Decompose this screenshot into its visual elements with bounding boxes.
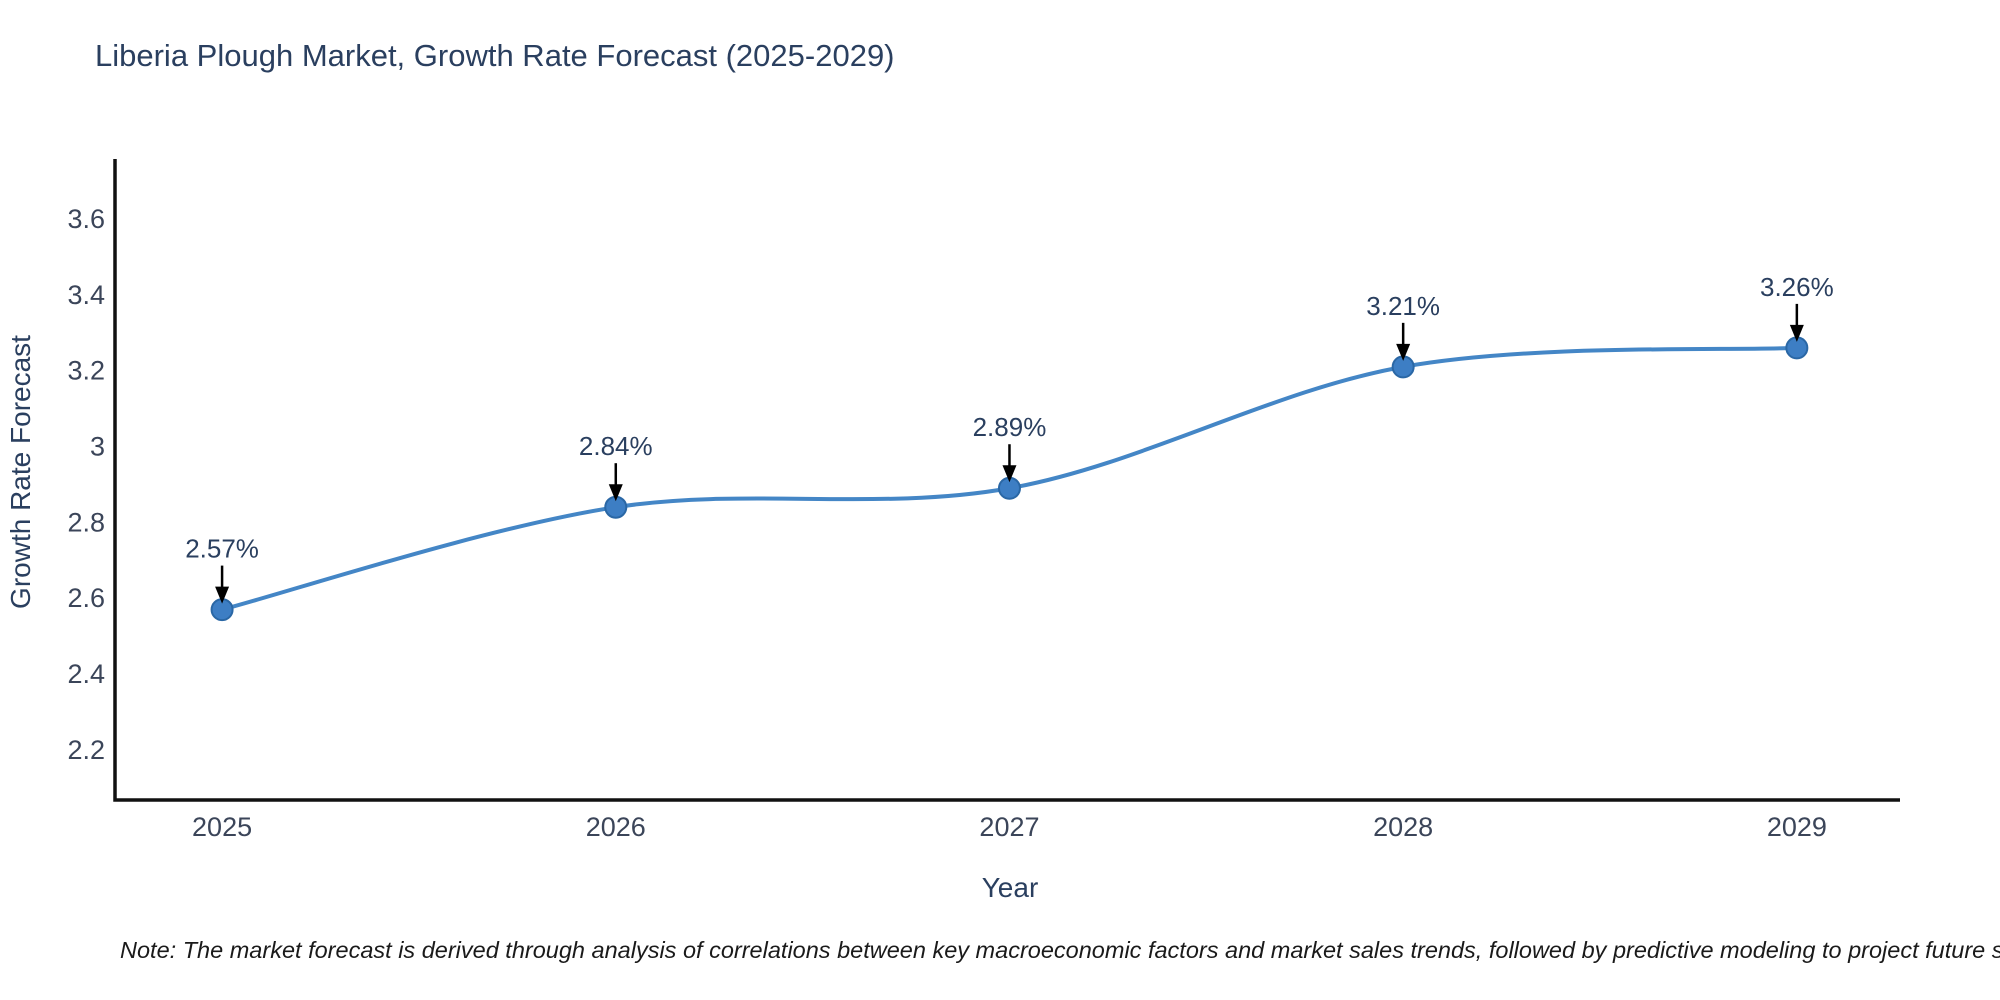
annotation-arrow-head [1002,465,1017,483]
annotation-arrow-head [1789,324,1804,342]
data-point-label: 3.26% [1760,272,1834,302]
annotation-arrow-head [608,484,623,502]
annotation-arrow-head [215,586,230,604]
y-tick-label: 2.6 [67,583,105,613]
y-tick-label: 2.2 [67,735,105,765]
x-tick-label: 2027 [979,812,1039,842]
annotation-arrow-head [1396,343,1411,361]
footnote: Note: The market forecast is derived thr… [120,937,2000,963]
y-tick-label: 3.4 [67,280,105,310]
y-tick-label: 3 [90,432,105,462]
x-axis-title: Year [982,872,1039,903]
data-point-label: 3.21% [1366,291,1440,321]
x-tick-label: 2028 [1373,812,1433,842]
y-tick-label: 2.8 [67,507,105,537]
data-point-label: 2.84% [579,431,653,461]
x-tick-label: 2025 [192,812,252,842]
chart-title: Liberia Plough Market, Growth Rate Forec… [95,38,895,73]
data-point-label: 2.57% [185,534,259,564]
y-axis-title: Growth Rate Forecast [5,335,36,609]
axis-lines [113,159,1900,802]
y-tick-label: 2.4 [67,659,105,689]
data-point-label: 2.89% [973,412,1047,442]
plot-area: 2.2 2.4 2.6 2.8 3 3.2 3.4 3.6 2025 2026 2027 2028 20… [67,159,1900,842]
x-tick-label: 2029 [1767,812,1827,842]
y-tick-label: 3.6 [67,204,105,234]
x-tick-label: 2026 [586,812,646,842]
y-tick-label: 3.2 [67,356,105,386]
